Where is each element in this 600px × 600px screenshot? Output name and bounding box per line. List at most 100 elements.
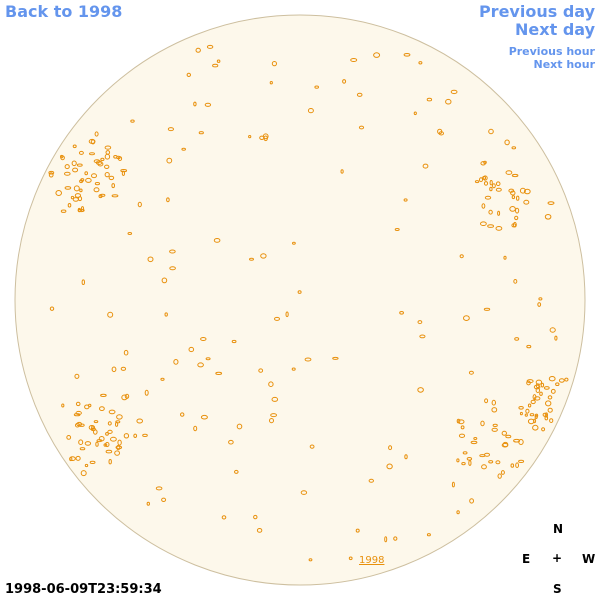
contour: [480, 420, 485, 427]
contour: [274, 316, 280, 321]
contour: [91, 173, 97, 179]
contour: [198, 131, 204, 135]
contour: [426, 533, 431, 537]
contour: [539, 391, 543, 396]
contour: [403, 53, 411, 57]
contour: [538, 297, 543, 301]
contour: [270, 413, 278, 418]
contour: [495, 181, 501, 186]
contour: [292, 241, 296, 245]
contour: [534, 414, 538, 419]
contour: [77, 207, 81, 213]
contour: [67, 203, 72, 208]
contour: [256, 528, 263, 533]
contour: [384, 536, 388, 543]
contour: [470, 440, 478, 445]
contour: [545, 400, 552, 407]
contour: [166, 197, 170, 203]
contour: [48, 172, 54, 178]
year-link[interactable]: 1998: [359, 555, 385, 566]
contour: [55, 190, 63, 196]
contour: [526, 379, 534, 384]
contour: [488, 209, 493, 215]
contour: [544, 415, 549, 421]
contour: [529, 413, 535, 417]
contour: [234, 469, 239, 474]
contour: [64, 171, 71, 176]
contour: [450, 89, 458, 95]
contour: [495, 460, 501, 465]
back-link[interactable]: Back to 1998: [5, 2, 123, 21]
contour: [108, 175, 115, 181]
contour: [108, 409, 116, 415]
contour: [193, 425, 198, 432]
contour: [355, 528, 360, 533]
contour: [511, 173, 519, 178]
contour: [394, 228, 400, 231]
contour: [89, 152, 95, 156]
contour: [297, 290, 302, 294]
contour: [110, 436, 117, 442]
contour: [511, 195, 516, 200]
contour: [80, 470, 87, 477]
contour: [84, 171, 88, 176]
contour: [417, 387, 424, 393]
contour: [544, 214, 552, 220]
contour: [105, 432, 109, 436]
contour: [300, 490, 308, 495]
contour: [95, 441, 99, 447]
contour: [503, 255, 507, 260]
contour: [93, 187, 100, 193]
contour: [482, 175, 488, 181]
contour: [204, 102, 212, 107]
contour: [483, 181, 489, 186]
next-day-link[interactable]: Next day: [515, 20, 595, 39]
compass-center: +: [552, 551, 563, 565]
contour: [340, 169, 344, 174]
contour: [94, 131, 99, 137]
contour: [513, 438, 521, 443]
contour: [186, 72, 192, 78]
contour: [307, 108, 314, 114]
contour: [456, 458, 460, 463]
contour: [526, 344, 532, 349]
contour: [117, 439, 122, 446]
contour: [481, 203, 486, 209]
contour: [169, 266, 176, 271]
contour: [133, 433, 138, 438]
contour: [418, 61, 423, 65]
contour: [495, 226, 503, 231]
contour: [75, 410, 82, 416]
next-hour-link[interactable]: Next hour: [533, 58, 596, 71]
contour: [516, 195, 520, 201]
contour: [348, 556, 353, 561]
contour: [137, 201, 142, 208]
contour: [399, 311, 405, 315]
contour: [488, 128, 494, 135]
contour: [519, 187, 526, 194]
contour: [213, 238, 221, 243]
contour: [532, 424, 539, 431]
contour: [548, 376, 556, 382]
contour: [461, 462, 466, 466]
contour: [74, 193, 82, 198]
contour: [79, 188, 83, 193]
contour: [484, 452, 490, 457]
contour: [547, 201, 555, 206]
contour: [489, 180, 493, 186]
contour: [160, 377, 165, 381]
previous-hour-link[interactable]: Previous hour: [508, 45, 595, 58]
contour: [547, 395, 553, 400]
contour: [491, 399, 496, 406]
contour: [262, 133, 269, 140]
previous-day-link[interactable]: Previous day: [478, 2, 595, 21]
contour: [456, 510, 460, 515]
contour: [80, 206, 85, 212]
contour: [93, 429, 98, 435]
contour: [144, 389, 149, 396]
contour: [99, 406, 105, 412]
contour: [146, 501, 151, 506]
contour: [419, 334, 426, 339]
contour: [510, 190, 516, 196]
